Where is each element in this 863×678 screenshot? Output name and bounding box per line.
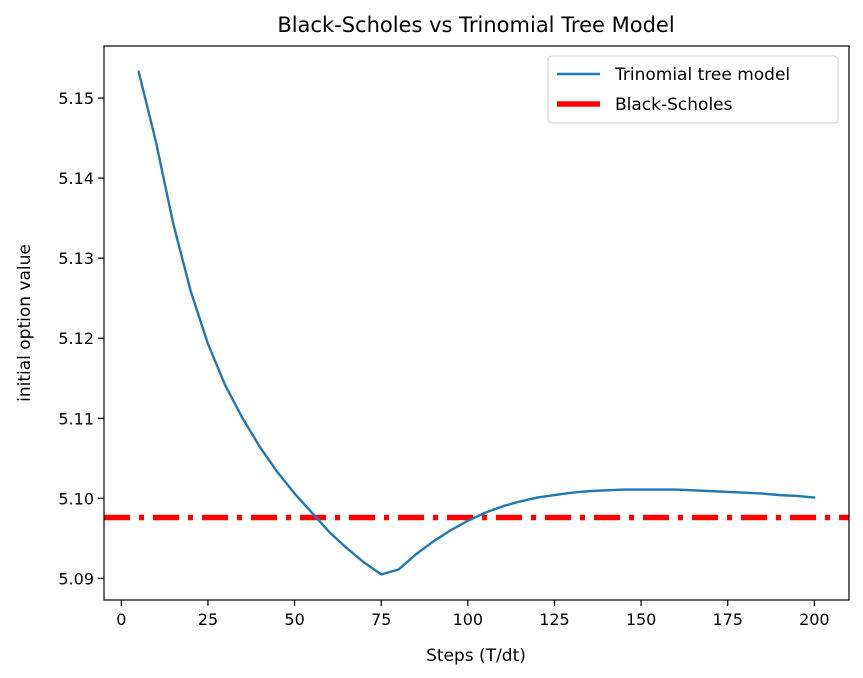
x-tick-label: 125 <box>539 610 570 629</box>
legend: Trinomial tree model Black-Scholes <box>547 55 839 124</box>
x-tick-label: 25 <box>198 610 218 629</box>
series-line-trinomial <box>137 70 816 576</box>
x-tick-label: 0 <box>116 610 126 629</box>
y-axis-ticks: 5.09 5.10 5.11 5.12 5.13 5.14 5.15 <box>58 89 104 588</box>
y-tick-label: 5.09 <box>58 569 94 588</box>
x-axis-label: Steps (T/dt) <box>426 646 526 666</box>
x-tick-label: 100 <box>453 610 484 629</box>
legend-label-trinomial: Trinomial tree model <box>614 65 790 85</box>
y-axis-label: initial option value <box>15 244 35 402</box>
y-tick-label: 5.11 <box>58 409 94 428</box>
legend-label-black-scholes: Black-Scholes <box>615 95 733 115</box>
chart-title: Black-Scholes vs Trinomial Tree Model <box>277 13 674 37</box>
y-tick-label: 5.15 <box>58 89 94 108</box>
y-tick-label: 5.10 <box>58 489 94 508</box>
y-tick-label: 5.12 <box>58 329 94 348</box>
y-tick-label: 5.13 <box>58 249 94 268</box>
plot-frame <box>103 45 850 601</box>
x-tick-label: 50 <box>284 610 304 629</box>
x-tick-label: 150 <box>626 610 657 629</box>
y-tick-label: 5.14 <box>58 169 94 188</box>
x-tick-label: 175 <box>712 610 743 629</box>
plot-layer <box>104 70 849 576</box>
legend-box <box>547 55 839 124</box>
x-tick-label: 75 <box>371 610 391 629</box>
x-axis-ticks: 0 25 50 75 100 125 150 175 200 <box>116 600 830 629</box>
x-tick-label: 200 <box>799 610 830 629</box>
